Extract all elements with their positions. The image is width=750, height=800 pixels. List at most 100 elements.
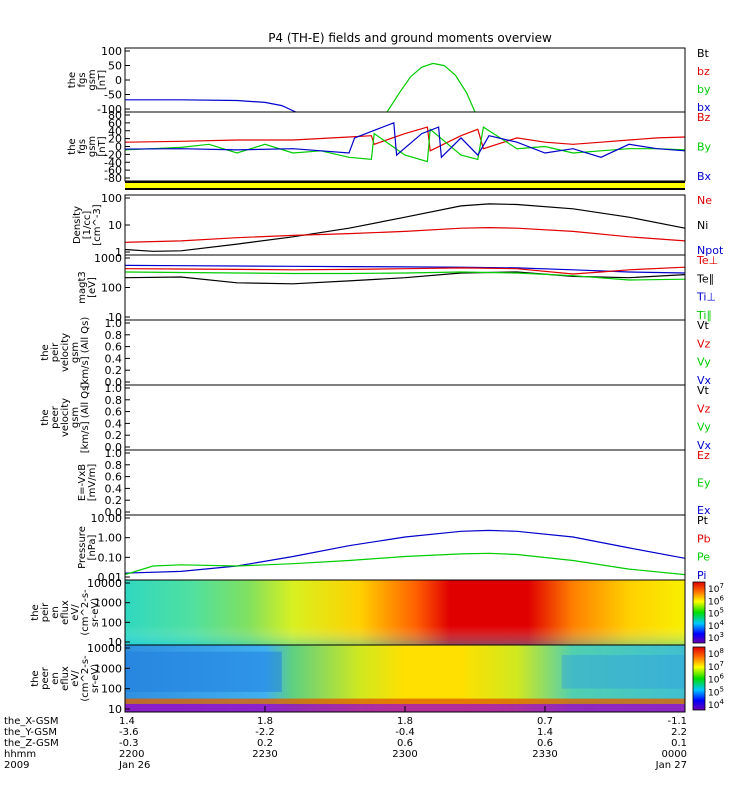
y-axis-label: eflux [60, 600, 71, 625]
legend-entry: Vt [697, 384, 710, 397]
legend-entry: Vz [697, 402, 711, 415]
y-tick-label: 0.0 [105, 441, 123, 454]
legend-entry: Vz [697, 337, 711, 350]
y-axis-label: fgs [77, 139, 88, 154]
y-tick-label: 0.2 [105, 494, 123, 507]
y-tick-label: 0.8 [105, 394, 123, 407]
y-axis-label: sr-eV) [90, 664, 101, 693]
y-axis-label: gsm [70, 342, 81, 363]
y-tick-label: 50 [108, 60, 122, 73]
colorbar-tick-label: 106 [708, 673, 724, 686]
panel-frame [124, 384, 686, 451]
y-axis-label: [cm^-3] [92, 204, 103, 245]
y-tick-label: 60 [108, 117, 122, 130]
legend-entry: Pi [697, 569, 706, 582]
y-axis-label: [nPa] [87, 534, 98, 560]
y-tick-label: 10 [108, 311, 122, 324]
x-tick-label: 1.8 [397, 716, 413, 727]
y-tick-label: 40 [108, 125, 122, 138]
spectrogram-shade [125, 580, 685, 645]
panel-frame [124, 449, 686, 516]
x-tick-label: 0.7 [537, 716, 553, 727]
series-line-by [386, 62, 476, 113]
y-axis-label: en [50, 672, 61, 685]
y-tick-label: 0.01 [98, 571, 123, 584]
y-tick-label: -40 [104, 156, 122, 169]
legend-entry: Npot [697, 244, 724, 257]
x-tick-label: -1.1 [667, 716, 687, 727]
y-tick-label: 0.8 [105, 459, 123, 472]
y-tick-label: 0.2 [105, 364, 123, 377]
series-line-ne [124, 226, 686, 243]
y-axis-label: the [40, 344, 51, 360]
y-axis-label: the [30, 604, 41, 620]
series-line-bx [124, 121, 686, 159]
y-tick-label: 10.00 [91, 512, 123, 525]
panel-6: 1.00.80.60.40.20.0 the peir velocity gsm [km/… [40, 317, 712, 389]
legend-entry: Vx [697, 439, 712, 452]
y-tick-label: -100 [97, 103, 122, 116]
y-tick-label: 10 [108, 703, 122, 716]
x-tick-label: 0.6 [397, 738, 413, 749]
y-axis-label: eflux [60, 666, 71, 691]
x-tick-label: -0.3 [119, 738, 139, 749]
x-axis-row-label: the_X-GSM [4, 716, 58, 727]
y-axis-label: [nT] [97, 136, 108, 156]
x-tick-label: -3.6 [119, 727, 139, 738]
y-axis-label: peir [50, 342, 61, 362]
x-tick-label: 0.1 [671, 738, 687, 749]
y-axis-label: Pressure [77, 526, 88, 569]
legend-entry: Ti⊥ [696, 291, 716, 304]
series-line-te⊥ [124, 266, 686, 275]
figure-title: P4 (TH-E) fields and ground moments over… [268, 31, 552, 45]
colorbar-tick-label: 104 [708, 619, 724, 632]
y-tick-label: 0.0 [105, 506, 123, 519]
y-axis-label: peer [50, 405, 61, 429]
panel-frame [124, 514, 686, 581]
y-axis-label: peir [40, 602, 51, 622]
y-tick-label: -80 [104, 172, 122, 185]
x-tick-label: Jan 27 [655, 760, 687, 771]
panel-frame [124, 194, 686, 256]
y-axis-label: velocity [60, 398, 71, 437]
y-tick-label: 100 [101, 616, 122, 629]
y-tick-label: 1.0 [105, 317, 123, 330]
panel-frame [124, 254, 686, 321]
legend-entry: Te∥ [696, 272, 714, 285]
legend-entry: Ni [697, 219, 708, 232]
y-axis-label: magt3 [77, 271, 88, 304]
y-tick-label: 10000 [87, 577, 122, 590]
series-line-ti∥ [124, 271, 686, 281]
y-tick-label: 10 [108, 636, 122, 649]
y-tick-label: 10000 [87, 642, 122, 655]
y-axis-label: the [67, 72, 78, 88]
y-axis-label: [nT] [97, 70, 108, 90]
y-axis-label: the [30, 670, 41, 686]
x-tick-label: 1.4 [119, 716, 135, 727]
colorbar-tick-label: 106 [708, 594, 724, 607]
colorbar-tick-label: 107 [708, 582, 724, 595]
legend-entry: Vy [697, 356, 711, 369]
x-tick-label: 2300 [392, 749, 417, 760]
series-line-ni [124, 203, 686, 252]
series-line-ti⊥ [124, 264, 686, 274]
legend-entry: Pb [697, 532, 711, 545]
legend-entry: Bt [697, 47, 710, 60]
y-axis-label: sr-eV) [90, 598, 101, 627]
y-tick-label: 0.0 [105, 376, 123, 389]
colorbar-tick-label: 108 [708, 647, 724, 660]
x-tick-label: 2200 [119, 749, 144, 760]
panel-1: 100 500 -50-100 the fgs gsm [nT] Bt bz by bx [67, 45, 711, 116]
legend-entry: Ez [697, 449, 710, 462]
panel-3 [125, 181, 685, 190]
y-tick-label: 1.0 [105, 382, 123, 395]
y-tick-label: 0.6 [105, 406, 123, 419]
y-axis-label: [mV/m] [87, 464, 98, 502]
colorbar-tick-label: 104 [708, 698, 724, 711]
x-tick-label: 2230 [252, 749, 277, 760]
panel-5: 1000 100 10 magt3 [eV] Te⊥ Te∥ Ti⊥ Ti∥ [77, 252, 718, 324]
